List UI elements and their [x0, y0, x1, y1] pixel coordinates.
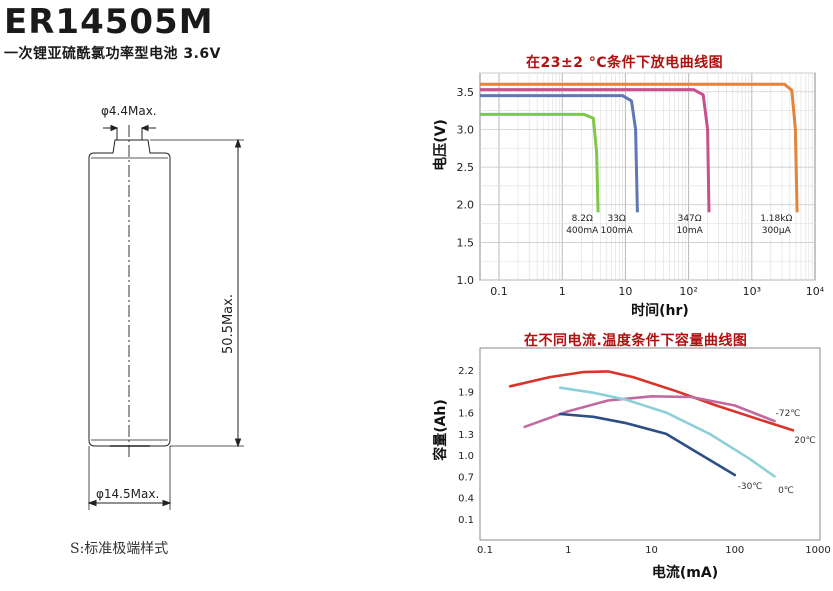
capacity-legend-label: 0℃ — [778, 486, 794, 496]
capacity-y-tick-label: 1.6 — [458, 409, 474, 420]
capacity-chart-title: 在不同电流.温度条件下容量曲线图 — [524, 333, 748, 349]
discharge-annotation-current: 400mA — [566, 226, 599, 236]
capacity-legend-label: 20℃ — [794, 436, 816, 446]
discharge-x-tick-label: 0.1 — [490, 285, 508, 298]
capacity-series-line-1 — [523, 395, 776, 429]
discharge-y-tick-label: 3.0 — [457, 123, 475, 136]
top-diameter-label: φ4.4Max. — [101, 104, 157, 118]
capacity-y-tick-label: 1.3 — [458, 430, 474, 441]
model-title: ER14505M — [4, 2, 214, 42]
discharge-series-line-1 — [480, 94, 639, 213]
discharge-series-line-2 — [480, 88, 711, 213]
discharge-x-tick-label: 10 — [618, 285, 632, 298]
discharge-y-tick-label: 3.5 — [457, 86, 475, 99]
discharge-annotation-resistance: 8.2Ω — [572, 214, 593, 224]
discharge-x-tick-label: 10⁴ — [806, 285, 825, 298]
discharge-chart-title: 在23±2 °C条件下放电曲线图 — [526, 55, 724, 71]
capacity-y-tick-label: 0.1 — [458, 515, 474, 526]
capacity-y-tick-label: 1.0 — [458, 451, 474, 462]
height-label: 50.5Max. — [221, 294, 236, 354]
capacity-x-tick-label: 1000 — [805, 545, 830, 556]
discharge-annotation-resistance: 33Ω — [607, 214, 625, 224]
discharge-annotation-current: 100mA — [601, 226, 634, 236]
capacity-y-tick-label: 1.9 — [458, 387, 474, 398]
capacity-y-tick-label: 0.4 — [458, 494, 474, 505]
discharge-plot-area — [479, 72, 816, 281]
discharge-y-tick-label: 1.5 — [457, 236, 475, 249]
product-subtitle: 一次锂亚硫酰氯功率型电池 3.6V — [4, 46, 222, 62]
capacity-x-tick-label: 1 — [565, 545, 571, 556]
capacity-plot-area — [479, 347, 821, 541]
capacity-series-line-3 — [558, 412, 737, 477]
capacity-y-tick-label: 0.7 — [458, 472, 474, 483]
capacity-series-line-2 — [558, 386, 776, 478]
discharge-x-axis-label: 时间(hr) — [631, 302, 689, 319]
capacity-x-tick-label: 100 — [725, 545, 744, 556]
discharge-y-tick-label: 1.0 — [457, 274, 475, 287]
discharge-series-line-0 — [480, 112, 600, 213]
capacity-x-tick-label: 0.1 — [477, 545, 493, 556]
capacity-legend-label: -72℃ — [776, 409, 801, 419]
discharge-x-tick-label: 10² — [679, 285, 697, 298]
capacity-legend-label: -30℃ — [738, 482, 763, 492]
bottom-diameter-label: φ14.5Max. — [96, 487, 159, 501]
capacity-y-axis-label: 容量(Ah) — [432, 399, 449, 462]
capacity-x-axis-label: 电流(mA) — [652, 564, 718, 581]
discharge-series-line-3 — [480, 82, 799, 213]
terminal-style-caption: S:标准极端样式 — [70, 541, 169, 557]
discharge-annotation-resistance: 347Ω — [678, 214, 702, 224]
capacity-x-tick-label: 10 — [645, 545, 658, 556]
discharge-annotation-current: 10mA — [676, 226, 703, 236]
discharge-annotation-current: 300μA — [762, 226, 792, 236]
discharge-x-tick-label: 1 — [559, 285, 566, 298]
discharge-x-tick-label: 10³ — [743, 285, 761, 298]
battery-outline — [88, 139, 171, 447]
discharge-y-tick-label: 2.5 — [457, 161, 475, 174]
discharge-y-axis-label: 电压(V) — [432, 119, 449, 171]
discharge-annotation-resistance: 1.18kΩ — [760, 214, 792, 224]
discharge-y-tick-label: 2.0 — [457, 199, 475, 212]
capacity-y-tick-label: 2.2 — [458, 366, 474, 377]
capacity-series-line-0 — [508, 370, 795, 432]
